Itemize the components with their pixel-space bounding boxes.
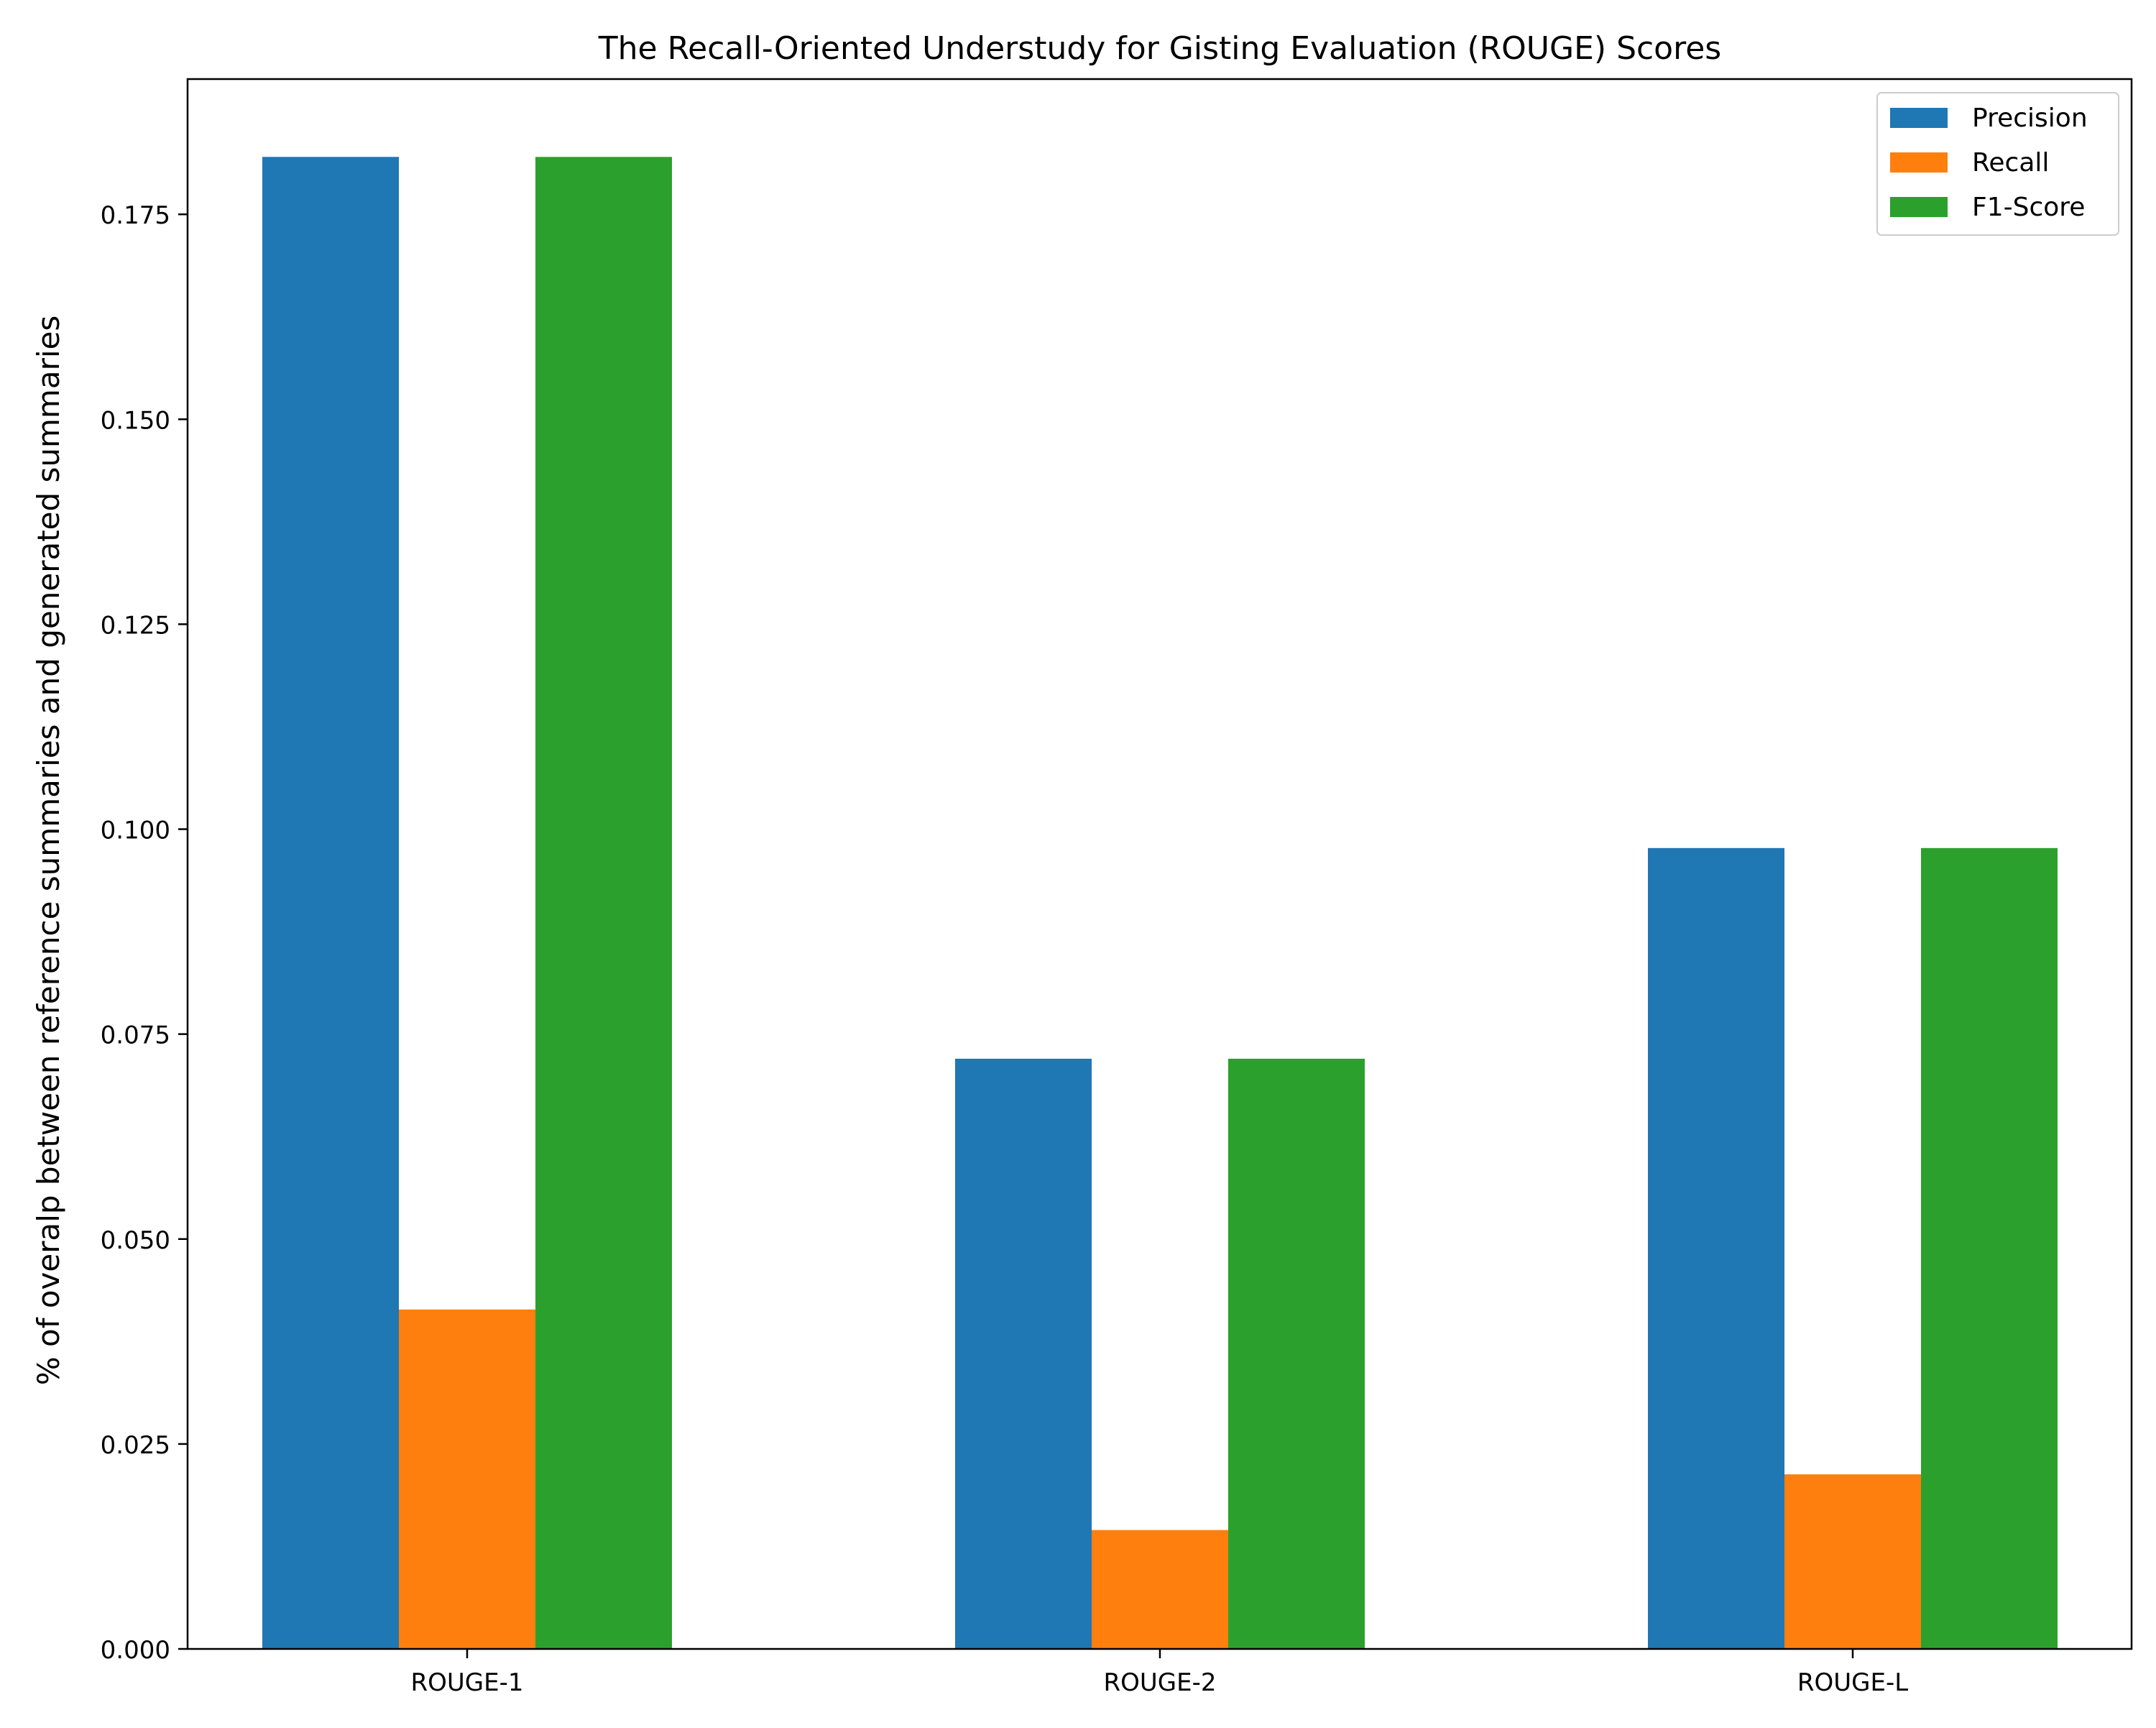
bar-precision-rouge-1 bbox=[262, 157, 399, 1649]
y-tick-label: 0.000 bbox=[101, 1636, 170, 1665]
x-tick-label: ROUGE-2 bbox=[1103, 1668, 1216, 1697]
legend-label-precision: Precision bbox=[1972, 104, 2088, 133]
y-axis-label: % of overalp between reference summaries… bbox=[31, 316, 66, 1385]
bar-recall-rouge-l bbox=[1784, 1474, 1921, 1649]
legend-swatch-precision bbox=[1890, 108, 1948, 128]
bar-recall-rouge-1 bbox=[399, 1309, 535, 1649]
legend-swatch-f1-score bbox=[1890, 197, 1948, 217]
bar-f1-score-rouge-2 bbox=[1228, 1058, 1365, 1649]
y-tick-label: 0.050 bbox=[101, 1226, 170, 1255]
y-tick-label: 0.025 bbox=[101, 1431, 170, 1460]
legend-label-f1-score: F1-Score bbox=[1972, 193, 2085, 222]
y-tick-label: 0.125 bbox=[101, 611, 170, 640]
y-tick-label: 0.100 bbox=[101, 817, 170, 845]
bars-layer bbox=[262, 157, 2058, 1649]
y-tick-label: 0.150 bbox=[101, 406, 170, 435]
bar-precision-rouge-l bbox=[1648, 847, 1784, 1649]
bar-f1-score-rouge-1 bbox=[535, 157, 672, 1649]
legend-label-recall: Recall bbox=[1972, 148, 2049, 178]
legend: Precision Recall F1-Score bbox=[1876, 92, 2119, 236]
x-tick-label: ROUGE-1 bbox=[410, 1668, 523, 1697]
chart-title: The Recall-Oriented Understudy for Gisti… bbox=[598, 30, 1721, 67]
plot-frame bbox=[186, 78, 2133, 1650]
bar-precision-rouge-2 bbox=[955, 1058, 1092, 1649]
bar-f1-score-rouge-l bbox=[1921, 847, 2058, 1649]
y-tick-label: 0.175 bbox=[101, 201, 170, 230]
x-axis-ticks: ROUGE-1 ROUGE-2 ROUGE-L bbox=[410, 1649, 1908, 1697]
y-tick-label: 0.075 bbox=[101, 1021, 170, 1050]
legend-swatch-recall bbox=[1890, 152, 1948, 173]
x-tick-label: ROUGE-L bbox=[1797, 1668, 1908, 1697]
y-axis-ticks: 0.000 0.025 0.050 0.075 0.100 0.125 0.150 0.175 bbox=[101, 201, 188, 1665]
bar-recall-rouge-2 bbox=[1092, 1530, 1228, 1649]
